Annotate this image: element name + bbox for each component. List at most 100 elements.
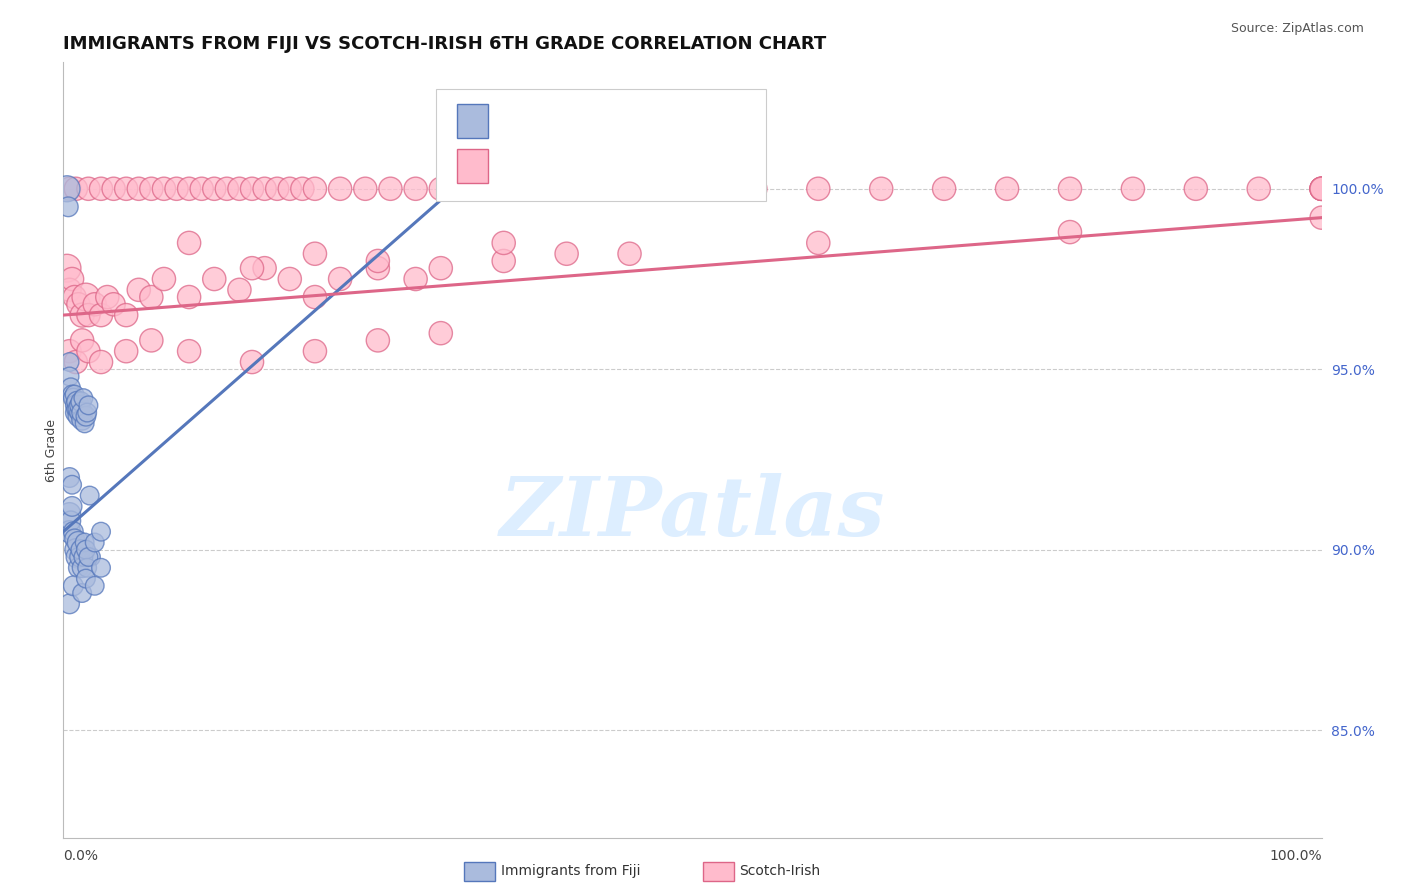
Point bbox=[405, 272, 427, 286]
Point bbox=[240, 355, 263, 369]
Point bbox=[1310, 182, 1333, 196]
Point bbox=[115, 182, 138, 196]
Point bbox=[66, 394, 89, 409]
Point bbox=[65, 398, 87, 412]
Point bbox=[166, 182, 188, 196]
Point bbox=[58, 182, 80, 196]
Point bbox=[65, 542, 87, 557]
Point bbox=[70, 334, 93, 348]
Point bbox=[367, 261, 389, 276]
Point bbox=[115, 308, 138, 322]
Point bbox=[870, 182, 893, 196]
Point bbox=[430, 326, 453, 340]
Point bbox=[75, 409, 97, 424]
Point bbox=[70, 406, 93, 420]
Point bbox=[69, 398, 91, 412]
Point bbox=[63, 532, 86, 546]
Point bbox=[253, 182, 276, 196]
Point bbox=[76, 561, 98, 575]
Point bbox=[70, 586, 93, 600]
Point bbox=[492, 254, 515, 268]
Point bbox=[77, 344, 100, 359]
Point bbox=[67, 297, 90, 311]
Point bbox=[58, 344, 80, 359]
Text: Source: ZipAtlas.com: Source: ZipAtlas.com bbox=[1230, 22, 1364, 36]
Point bbox=[67, 561, 90, 575]
Point bbox=[70, 394, 93, 409]
Point bbox=[67, 409, 90, 424]
Point bbox=[141, 334, 163, 348]
Text: Scotch-Irish: Scotch-Irish bbox=[740, 864, 821, 879]
Point bbox=[70, 561, 93, 575]
Point bbox=[67, 535, 90, 549]
Point bbox=[96, 290, 118, 304]
Point bbox=[1059, 225, 1081, 239]
Point bbox=[58, 200, 80, 214]
Point bbox=[128, 283, 150, 297]
Point bbox=[329, 272, 352, 286]
Point bbox=[215, 182, 238, 196]
Point bbox=[58, 355, 80, 369]
Point bbox=[65, 406, 87, 420]
Point bbox=[83, 579, 105, 593]
Point bbox=[65, 355, 87, 369]
Point bbox=[58, 507, 80, 521]
Point bbox=[555, 182, 578, 196]
Point bbox=[72, 391, 94, 405]
Point bbox=[75, 542, 97, 557]
Point bbox=[1310, 182, 1333, 196]
Point bbox=[69, 549, 91, 564]
Point bbox=[1310, 211, 1333, 225]
Point bbox=[555, 246, 578, 260]
Point bbox=[492, 182, 515, 196]
Point bbox=[1247, 182, 1270, 196]
Text: Immigrants from Fiji: Immigrants from Fiji bbox=[501, 864, 640, 879]
Point bbox=[83, 535, 105, 549]
Point bbox=[228, 283, 250, 297]
Point bbox=[1122, 182, 1144, 196]
Point bbox=[77, 182, 100, 196]
Point bbox=[367, 254, 389, 268]
Point bbox=[58, 283, 80, 297]
Point bbox=[177, 182, 200, 196]
Point bbox=[153, 272, 176, 286]
Point bbox=[304, 182, 326, 196]
Point bbox=[177, 344, 200, 359]
Point bbox=[58, 369, 80, 384]
Point bbox=[59, 380, 82, 394]
Point bbox=[278, 182, 301, 196]
Point bbox=[141, 290, 163, 304]
Point bbox=[83, 297, 105, 311]
Point bbox=[681, 182, 703, 196]
Point bbox=[90, 561, 112, 575]
Point bbox=[77, 308, 100, 322]
Point bbox=[995, 182, 1018, 196]
Text: IMMIGRANTS FROM FIJI VS SCOTCH-IRISH 6TH GRADE CORRELATION CHART: IMMIGRANTS FROM FIJI VS SCOTCH-IRISH 6TH… bbox=[63, 35, 827, 53]
Point bbox=[67, 401, 90, 416]
Point bbox=[304, 344, 326, 359]
Point bbox=[80, 549, 103, 564]
Point bbox=[90, 308, 112, 322]
Point bbox=[90, 355, 112, 369]
Point bbox=[70, 542, 93, 557]
Point bbox=[1310, 182, 1333, 196]
Point bbox=[70, 413, 93, 427]
Point bbox=[240, 261, 263, 276]
Point bbox=[492, 235, 515, 250]
Point bbox=[405, 182, 427, 196]
Point bbox=[807, 182, 830, 196]
Point bbox=[60, 477, 83, 491]
Point bbox=[367, 334, 389, 348]
Point bbox=[66, 549, 89, 564]
Point bbox=[62, 391, 84, 405]
Point bbox=[66, 401, 89, 416]
Point bbox=[1310, 182, 1333, 196]
Point bbox=[177, 235, 200, 250]
Point bbox=[58, 470, 80, 484]
Point bbox=[266, 182, 288, 196]
Point bbox=[59, 514, 82, 528]
Point bbox=[75, 572, 97, 586]
Y-axis label: 6th Grade: 6th Grade bbox=[45, 419, 58, 482]
Point bbox=[430, 261, 453, 276]
Point bbox=[58, 524, 80, 539]
